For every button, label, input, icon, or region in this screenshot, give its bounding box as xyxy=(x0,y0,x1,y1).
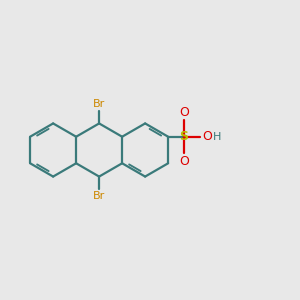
Text: O: O xyxy=(179,106,189,118)
Text: O: O xyxy=(179,155,189,168)
Text: O: O xyxy=(202,130,212,143)
Text: H: H xyxy=(213,132,221,142)
Text: S: S xyxy=(179,130,188,143)
Text: Br: Br xyxy=(93,190,105,201)
Text: Br: Br xyxy=(93,99,105,110)
